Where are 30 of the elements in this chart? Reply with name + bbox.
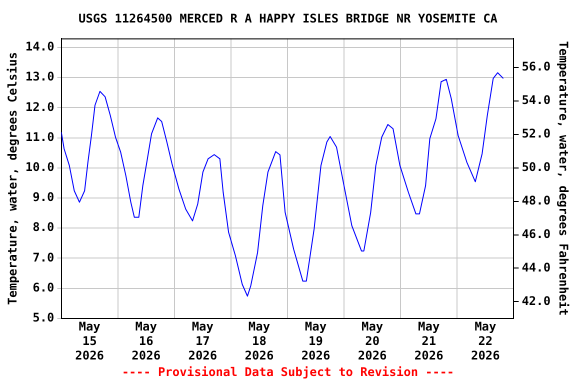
- y-tick-label: 5.0: [32, 310, 54, 325]
- y2-tick-label: 50.0: [522, 160, 551, 174]
- x-tick-label: May 17 2026: [188, 320, 218, 363]
- x-tick-label: May 22 2026: [470, 320, 500, 363]
- text: ---- Provisional Data Subject to Revision ----: [122, 364, 454, 379]
- x-tick-label: May 19 2026: [301, 320, 330, 363]
- y-tick-label: 6.0: [32, 280, 54, 294]
- y-tick-label: 12.0: [25, 100, 54, 114]
- y-tick-label: 13.0: [25, 70, 54, 84]
- y2-tick-label: 48.0: [522, 193, 551, 208]
- y-tick-label: 10.0: [25, 160, 54, 174]
- y2-tick-label: 44.0: [522, 260, 551, 274]
- x-tick-label: May 18 2026: [244, 320, 274, 363]
- y2-tick-label: 52.0: [522, 126, 551, 141]
- x-tick-label: May 20 2026: [358, 320, 387, 363]
- y-axis-title: Temperature, water, degrees Celsius: [5, 52, 20, 305]
- y2-tick-label: 46.0: [522, 226, 551, 241]
- y2-tick-label: 54.0: [522, 93, 551, 108]
- y-tick-label: 9.0: [32, 190, 54, 204]
- x-tick-label: May 16 2026: [132, 320, 161, 363]
- y2-tick-label: 56.0: [522, 60, 551, 74]
- x-tick-label: May 21 2026: [414, 320, 444, 363]
- y2-axis-title: Temperature, water, degrees Fahrenheit: [556, 41, 571, 316]
- x-tick-label: May 15 2026: [75, 320, 104, 363]
- y-tick-label: 14.0: [25, 40, 54, 54]
- y-tick-label: 7.0: [32, 250, 54, 264]
- y-tick-label: 8.0: [32, 220, 54, 234]
- y2-tick-label: 42.0: [522, 294, 551, 308]
- y-tick-label: 11.0: [25, 130, 54, 144]
- chart-title: USGS 11264500 MERCED R A HAPPY ISLES BRIDGE NR YOSEMITE CA: [78, 11, 498, 26]
